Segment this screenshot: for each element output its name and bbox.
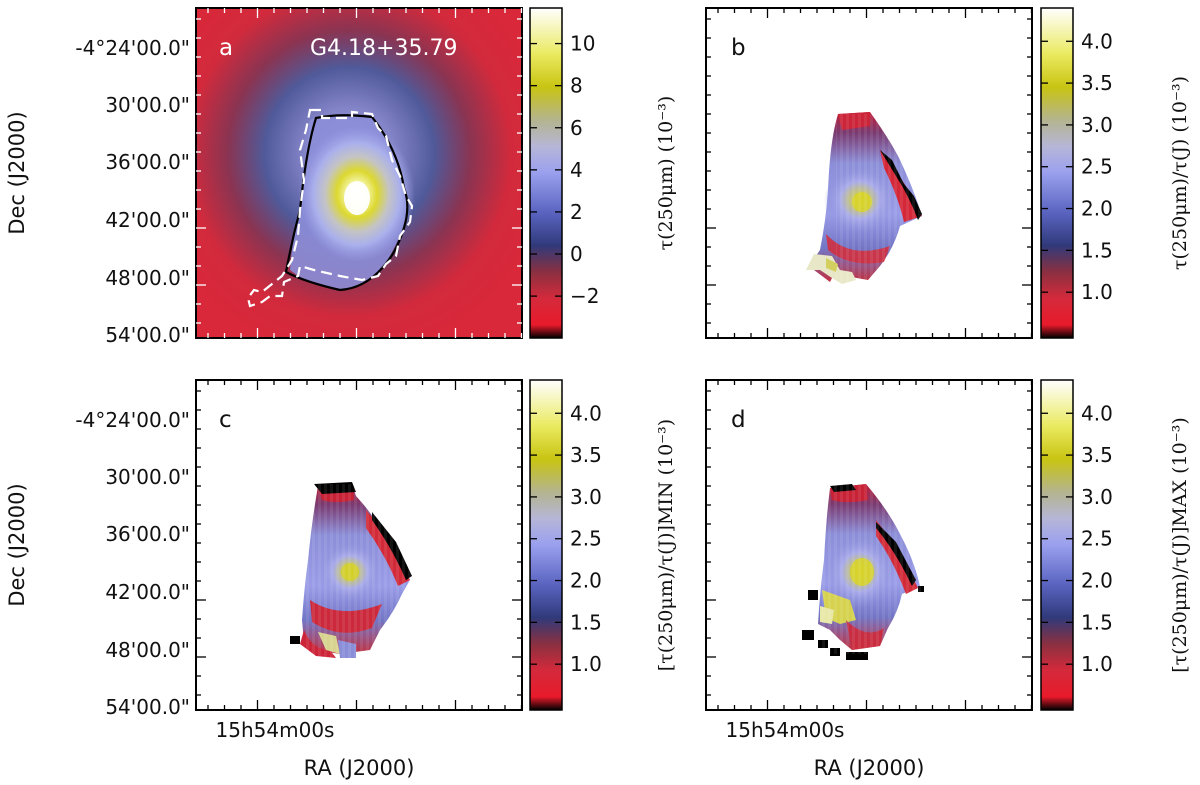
colorbar-tick-label: 2.5 [1081, 527, 1113, 551]
panel-b-letter: b [731, 35, 746, 61]
colorbar-tick-label: 4.0 [1081, 401, 1113, 425]
colorbar-tick-label: 2.5 [570, 527, 602, 551]
panel-a-letter: a [219, 35, 233, 61]
colorbar-tick-label: 2.5 [1081, 155, 1113, 179]
y-tick-label: 42'00.0" [105, 208, 190, 232]
colorbar-tick-label: 3.0 [1081, 485, 1113, 509]
panel-d: d 15h54m00s [706, 380, 1032, 742]
y-tick-label: 36'00.0" [105, 522, 190, 546]
colorbar-tick-label: 3.0 [570, 485, 602, 509]
colorbar-tick-label: 1.5 [1081, 238, 1113, 262]
y-tick-label: -4°24'00.0" [75, 408, 190, 432]
colorbar-tick-label: 8 [570, 74, 583, 98]
colorbar-tick-label: 3.0 [1081, 113, 1113, 137]
colorbar-c-label: [τ(250μm)/τ(J)]MIN (10⁻³) [655, 419, 677, 671]
colorbar-tick-label: 2 [570, 200, 583, 224]
colorbar-tick-label: 2.0 [1081, 569, 1113, 593]
y-tick-label: 30'00.0" [105, 465, 190, 489]
panel-c-letter: c [219, 407, 232, 433]
colorbar-tick-label: 10 [570, 32, 595, 56]
colorbar-tick-label: 3.5 [570, 443, 602, 467]
panel-a: a G4.18+35.79 -4°24'00.0" 30'00.0" 36'00.0… [75, 8, 522, 347]
panel-d-letter: d [731, 407, 746, 433]
x-tick-label: 15h54m00s [216, 718, 335, 742]
panel-a-title: G4.18+35.79 [310, 36, 457, 61]
colorbar-tick-label: 0 [570, 242, 583, 266]
colorbar-tick-label: 1.5 [570, 610, 602, 634]
colorbar-d-label: [τ(250μm)/τ(J)]MAX (10⁻³) [1169, 417, 1191, 673]
panel-c-xlabel: RA (J2000) [304, 756, 415, 780]
colorbar-tick-label: 1.0 [1081, 652, 1113, 676]
colorbar-tick-label: −2 [570, 284, 599, 308]
y-tick-label: 30'00.0" [105, 93, 190, 117]
colorbar-tick-label: 3.5 [1081, 443, 1113, 467]
colorbar-tick-label: 4.0 [1081, 29, 1113, 53]
colorbar-c: 4.0 3.5 3.0 2.5 2.0 1.5 1.0 [530, 380, 602, 710]
panel-d-xlabel: RA (J2000) [814, 756, 925, 780]
figure: a G4.18+35.79 -4°24'00.0" 30'00.0" 36'00.0… [0, 0, 1200, 785]
panel-b-ylabel: τ(250μm) (10⁻³) [655, 96, 677, 251]
colorbar-tick-label: 4 [570, 158, 583, 182]
y-tick-label: 48'00.0" [105, 266, 190, 290]
y-tick-label: -4°24'00.0" [75, 36, 190, 60]
y-tick-label: 36'00.0" [105, 150, 190, 174]
colorbar-tick-label: 1.0 [1081, 280, 1113, 304]
colorbar-b-label: τ(250μm)/τ(J) (10⁻³) [1169, 76, 1191, 270]
panel-a-ylabel: Dec (J2000) [5, 111, 29, 234]
colorbar-tick-label: 3.5 [1081, 71, 1113, 95]
y-tick-label: 54'00.0" [105, 323, 190, 347]
colorbar-tick-label: 2.0 [570, 569, 602, 593]
colorbar-d: 4.0 3.5 3.0 2.5 2.0 1.5 1.0 [1041, 380, 1113, 710]
colorbar-tick-label: 1.5 [1081, 610, 1113, 634]
panel-b: b [706, 8, 1032, 338]
y-tick-label: 48'00.0" [105, 638, 190, 662]
colorbar-tick-label: 4.0 [570, 401, 602, 425]
y-tick-label: 42'00.0" [105, 580, 190, 604]
x-tick-label: 15h54m00s [726, 718, 845, 742]
panel-c-image [290, 482, 414, 660]
panel-d-image [802, 484, 924, 660]
colorbar-tick-label: 1.0 [570, 652, 602, 676]
panel-c: c -4°24'00.0" 30'00.0" 36'00.0" 42'00.0" 48'… [75, 380, 522, 742]
colorbar-a: 10 8 6 4 2 0 −2 [530, 8, 599, 338]
colorbar-tick-label: 2.0 [1081, 197, 1113, 221]
y-tick-label: 54'00.0" [105, 695, 190, 719]
panel-c-ylabel: Dec (J2000) [5, 483, 29, 606]
colorbar-tick-label: 6 [570, 116, 583, 140]
colorbar-b: 4.0 3.5 3.0 2.5 2.0 1.5 1.0 [1041, 8, 1113, 338]
